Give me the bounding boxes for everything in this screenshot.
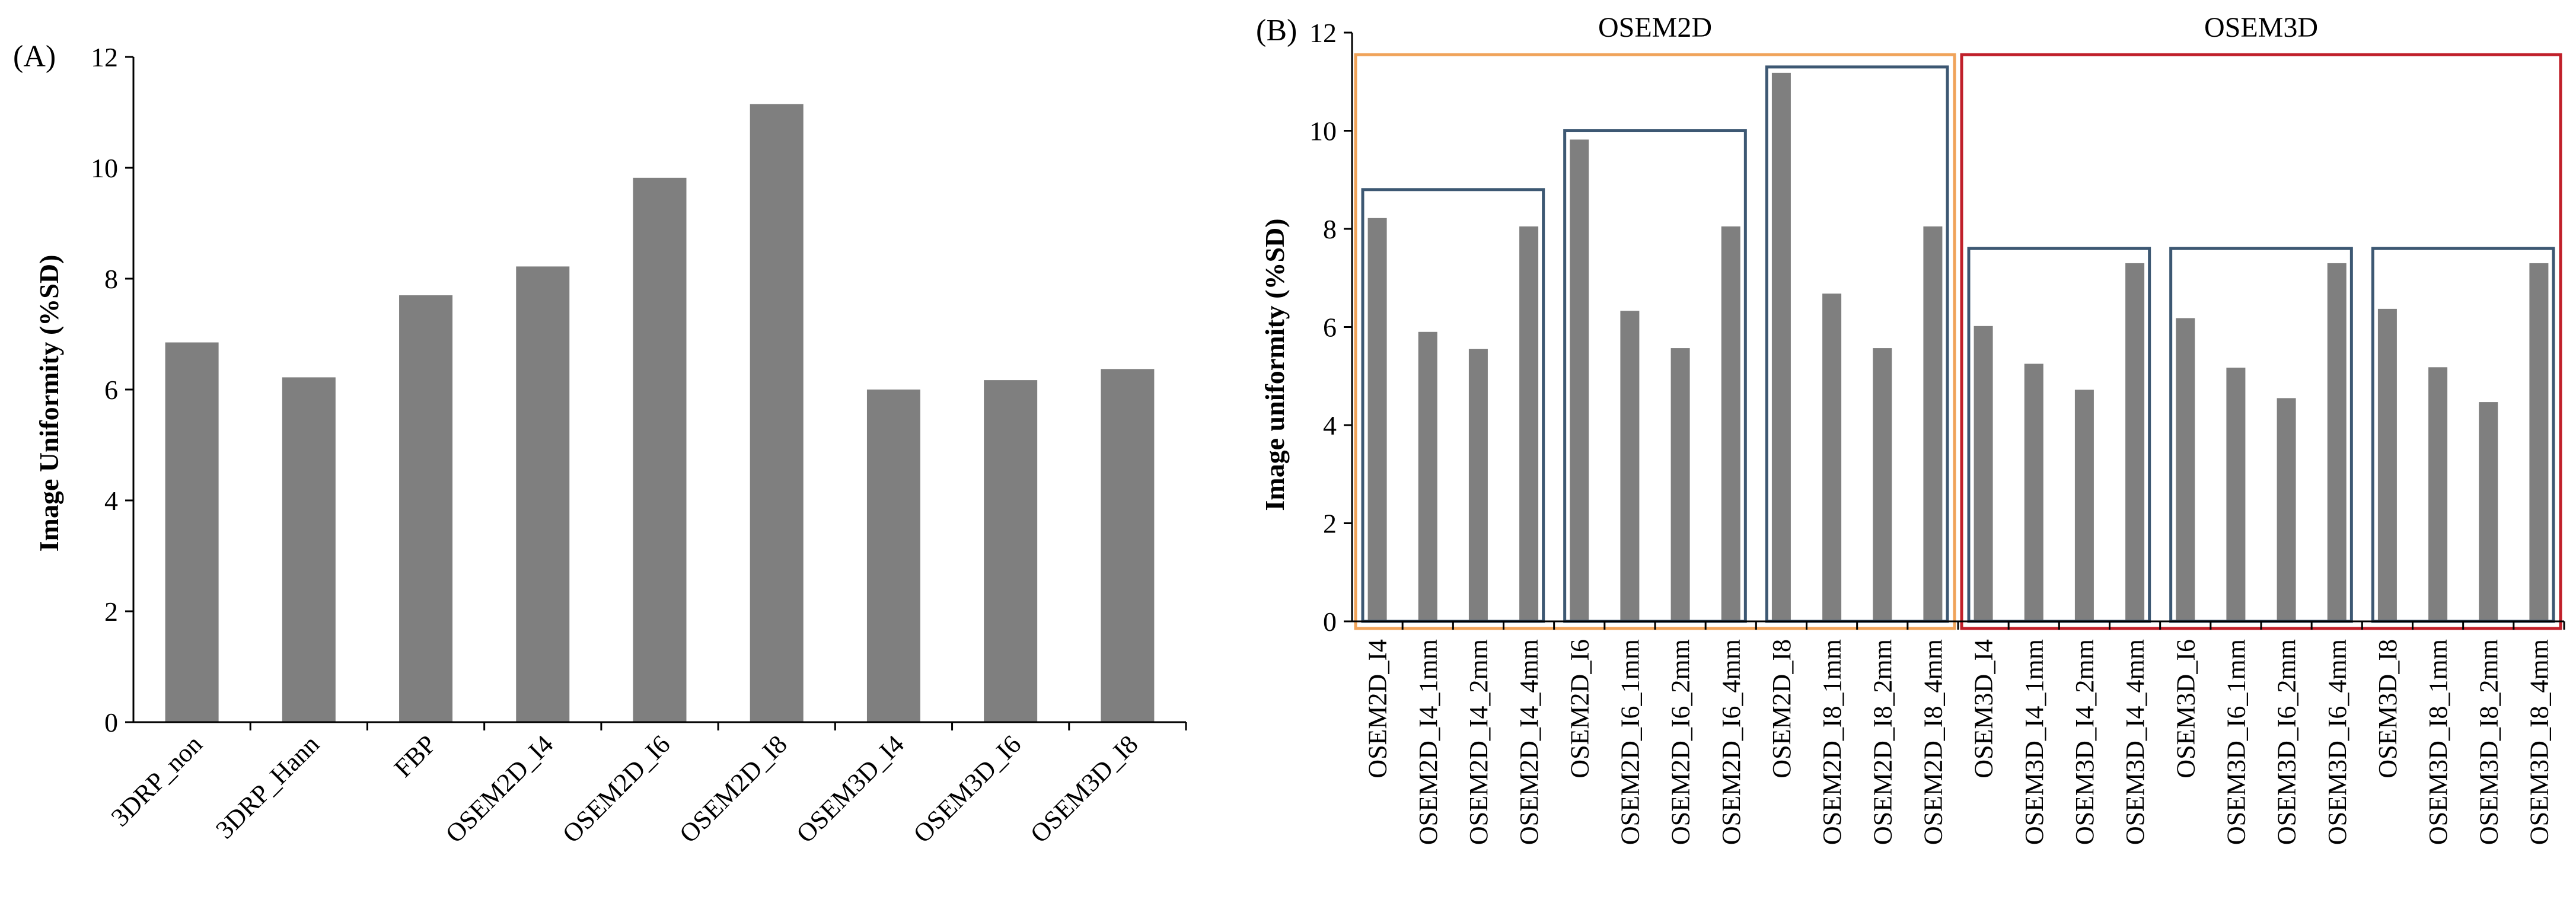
panel-b-bar-OSEM3D_I4_4mm [2125, 263, 2145, 621]
panel-b-category-label-OSEM2D_I6_4mm: OSEM2D_I6_4mm [1717, 639, 1746, 845]
panel-b-bar-OSEM2D_I6_2mm [1670, 348, 1690, 621]
panel-b-y-tick-label-3: 6 [1323, 312, 1337, 343]
panel-b-label: (B) [1256, 14, 1297, 47]
panel-b-category-label-OSEM2D_I6_1mm: OSEM2D_I6_1mm [1615, 639, 1644, 845]
panel-b-bar-OSEM2D_I4_1mm [1418, 331, 1437, 621]
panel-b-bar-OSEM3D_I6_4mm [2327, 263, 2347, 621]
panel-a-y-tick-label-5: 10 [91, 153, 118, 183]
panel-b-y-tick-label-6: 12 [1309, 18, 1337, 48]
panel-a-category-label-FBP: FBP [388, 729, 442, 783]
panel-b-category-label-OSEM3D_I4: OSEM3D_I4 [1969, 639, 1998, 778]
panel-a-category-label-OSEM2D_I4: OSEM2D_I4 [440, 729, 559, 848]
panel-b-bar-OSEM3D_I8_1mm [2428, 367, 2448, 621]
panel-b-bar-OSEM3D_I4_2mm [2074, 390, 2094, 621]
panel-a-label: (A) [13, 40, 56, 74]
panel-b-category-label-OSEM2D_I8: OSEM2D_I8 [1767, 639, 1796, 778]
panel-a-y-tick-label-3: 6 [104, 375, 118, 405]
panel-b-chart: (B) Image uniformity (%SD) 0 2 4 6 8 10 12 OSE… [1256, 12, 2565, 845]
panel-b-bar-OSEM2D_I8_2mm [1873, 348, 1892, 621]
panel-a-category-label-OSEM3D_I8: OSEM3D_I8 [1025, 729, 1144, 848]
panel-b-group-box-OSEM3D [1960, 53, 2562, 630]
panel-b-bar-OSEM3D_I6_2mm [2277, 398, 2296, 621]
panel-a-bar-OSEM2D_I8 [750, 104, 804, 723]
panel-b-category-label-OSEM2D_I8_4mm: OSEM2D_I8_4mm [1918, 639, 1947, 845]
panel-a-bar-OSEM2D_I6 [633, 177, 687, 723]
panel-a-category-label-3DRP_non: 3DRP_non [106, 729, 208, 832]
panel-b-subgroup-box-0 [1361, 188, 1545, 623]
panel-b-y-axis-title: Image uniformity (%SD) [1260, 218, 1290, 510]
panel-b-y-tick-label-0: 0 [1323, 607, 1337, 637]
panel-a-y-tick-label-4: 8 [104, 264, 118, 294]
panel-b-category-label-OSEM3D_I4_4mm: OSEM3D_I4_4mm [2121, 639, 2150, 845]
panel-b-category-label-OSEM2D_I4: OSEM2D_I4 [1363, 639, 1392, 778]
panel-b-bar-OSEM2D_I8_1mm [1822, 293, 1842, 622]
panel-a-category-label-OSEM3D_I6: OSEM3D_I6 [908, 729, 1027, 848]
panel-b-category-label-OSEM3D_I8_2mm: OSEM3D_I8_2mm [2474, 639, 2503, 845]
panel-b-subgroup-box-2 [1765, 65, 1949, 623]
panel-b-bar-OSEM2D_I8 [1771, 72, 1791, 622]
panel-b-bar-OSEM2D_I4_2mm [1468, 349, 1488, 621]
panel-a-category-label-OSEM2D_I6: OSEM2D_I6 [557, 729, 676, 848]
panel-a-category-label-OSEM3D_I4: OSEM3D_I4 [790, 729, 910, 848]
panel-b-category-label-OSEM2D_I8_2mm: OSEM2D_I8_2mm [1868, 639, 1897, 845]
panel-b-subgroup-box-1 [1563, 129, 1747, 623]
panel-a-chart: (A) Image Uniformity (%SD) 0 2 4 6 8 10 12 3DR… [13, 40, 1187, 848]
panel-b-category-label-OSEM3D_I6_4mm: OSEM3D_I6_4mm [2323, 639, 2352, 845]
panel-b-y-tick-label-2: 4 [1323, 410, 1337, 441]
panel-b-category-label-OSEM3D_I6_2mm: OSEM3D_I6_2mm [2272, 639, 2301, 845]
panel-a-bar-3DRP_non [165, 342, 219, 722]
panel-b-category-label-OSEM3D_I4_1mm: OSEM3D_I4_1mm [2020, 639, 2049, 845]
panel-a-y-tick-label-6: 12 [91, 42, 118, 72]
panel-b-category-label-OSEM3D_I8: OSEM3D_I8 [2373, 639, 2402, 778]
panel-a-y-tick-label-2: 4 [104, 486, 118, 516]
panel-b-bar-OSEM2D_I6_4mm [1721, 226, 1740, 621]
panel-b-category-label-OSEM2D_I4_2mm: OSEM2D_I4_2mm [1464, 639, 1493, 845]
panel-b-category-label-OSEM3D_I8_4mm: OSEM3D_I8_4mm [2524, 639, 2553, 845]
panel-b-category-label-OSEM2D_I4_1mm: OSEM2D_I4_1mm [1414, 639, 1443, 845]
panel-b-category-label-OSEM2D_I6: OSEM2D_I6 [1565, 639, 1594, 778]
panel-b-subgroup-box-4 [2169, 247, 2353, 623]
panel-b-category-label-OSEM2D_I8_1mm: OSEM2D_I8_1mm [1818, 639, 1847, 845]
panel-a-bar-3DRP_Hann [282, 377, 336, 722]
panel-a-category-label-3DRP_Hann: 3DRP_Hann [210, 729, 325, 844]
panel-a-y-tick-label-0: 0 [104, 707, 118, 738]
panel-b-group-label-OSEM2D: OSEM2D [1598, 12, 1712, 43]
panel-b-category-label-OSEM3D_I6: OSEM3D_I6 [2171, 639, 2200, 778]
panel-a-bar-OSEM3D_I6 [984, 380, 1038, 722]
panel-b-subgroup-box-5 [2371, 247, 2555, 623]
panel-b-bar-OSEM3D_I8_4mm [2529, 263, 2549, 621]
panel-b-category-label-OSEM2D_I6_2mm: OSEM2D_I6_2mm [1666, 639, 1695, 845]
panel-b-bar-OSEM2D_I4 [1367, 218, 1387, 621]
panel-b-category-label-OSEM3D_I8_1mm: OSEM3D_I8_1mm [2424, 639, 2453, 845]
panel-b-bar-OSEM2D_I8_4mm [1923, 226, 1943, 621]
panel-b-category-label-OSEM3D_I6_1mm: OSEM3D_I6_1mm [2221, 639, 2250, 845]
panel-b-category-label-OSEM2D_I4_4mm: OSEM2D_I4_4mm [1515, 639, 1544, 845]
panel-b-group-box-OSEM2D [1354, 53, 1956, 630]
panel-b-y-tick-label-1: 2 [1323, 509, 1337, 539]
panel-a-bar-OSEM3D_I4 [866, 390, 920, 722]
panel-a-bar-OSEM2D_I4 [516, 266, 570, 722]
panel-b-subgroup-box-3 [1967, 247, 2151, 623]
panel-b-bar-OSEM2D_I4_4mm [1519, 226, 1539, 621]
panel-b-y-tick-label-4: 8 [1323, 214, 1337, 244]
panel-b-bar-OSEM3D_I4 [1974, 326, 1993, 621]
panel-b-bar-OSEM3D_I6_1mm [2226, 368, 2246, 621]
panel-a-y-axis-title: Image Uniformity (%SD) [34, 255, 64, 552]
panel-b-bar-OSEM3D_I4_1mm [2024, 363, 2043, 621]
panel-b-group-label-OSEM3D: OSEM3D [2204, 12, 2318, 43]
panel-b-category-label-OSEM3D_I4_2mm: OSEM3D_I4_2mm [2070, 639, 2099, 845]
panel-a-bar-FBP [399, 295, 453, 722]
panel-b-bar-OSEM3D_I8_2mm [2479, 402, 2498, 621]
panel-b-bar-OSEM3D_I8 [2377, 308, 2397, 621]
panel-b-y-tick-label-5: 10 [1309, 116, 1337, 146]
panel-b-bar-OSEM3D_I6 [2176, 318, 2195, 621]
panel-b-bar-OSEM2D_I6_1mm [1620, 311, 1640, 621]
panel-a-bar-OSEM3D_I8 [1101, 369, 1155, 722]
panel-a-category-label-OSEM2D_I8: OSEM2D_I8 [674, 729, 793, 848]
panel-a-y-tick-label-1: 2 [104, 596, 118, 627]
panel-b-bar-OSEM2D_I6 [1570, 139, 1589, 621]
